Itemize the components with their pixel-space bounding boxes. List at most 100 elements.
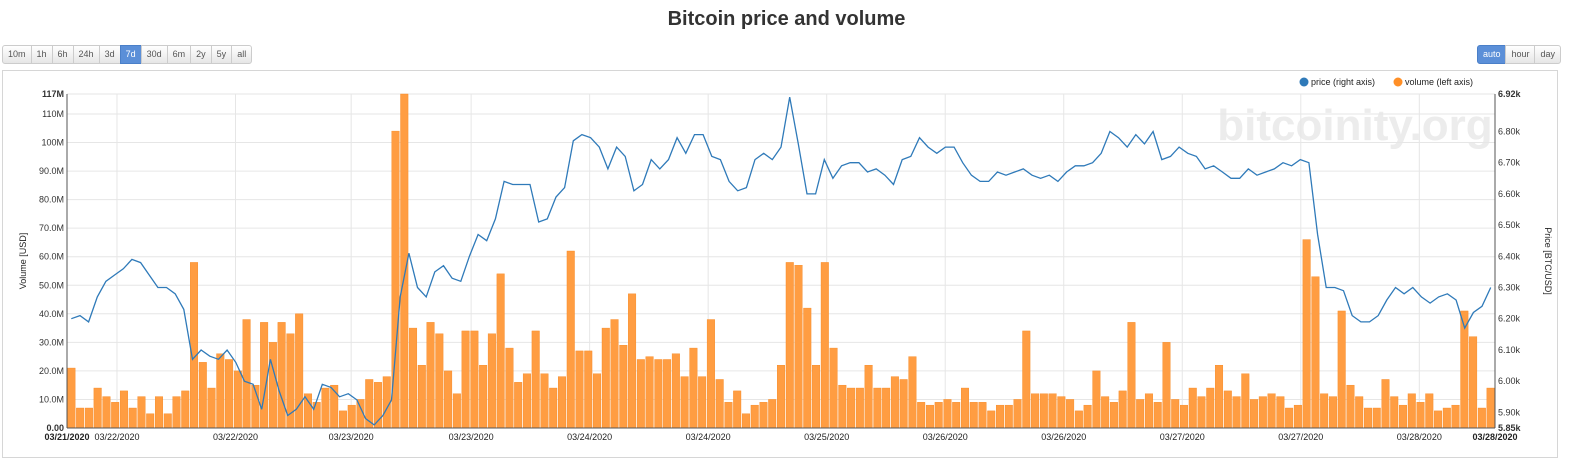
volume-bar bbox=[461, 330, 470, 429]
volume-bar bbox=[636, 359, 645, 429]
x-axis-tick-label: 03/23/2020 bbox=[449, 432, 494, 442]
volume-bar bbox=[303, 393, 312, 429]
volume-bar bbox=[1004, 404, 1013, 429]
x-axis-tick-label: 03/25/2020 bbox=[804, 432, 849, 442]
volume-bar bbox=[1127, 322, 1136, 429]
volume-bar bbox=[233, 370, 242, 429]
x-axis-tick-label: 03/26/2020 bbox=[1041, 432, 1086, 442]
right-axis-tick-label: 6.40k bbox=[1498, 251, 1521, 261]
range-button-3d[interactable]: 3d bbox=[98, 45, 121, 64]
volume-bar bbox=[1162, 342, 1171, 429]
volume-bar bbox=[1048, 393, 1057, 429]
volume-bar bbox=[1346, 384, 1355, 429]
left-axis-tick-label: 60.0M bbox=[39, 252, 64, 262]
x-axis-tick-label: 03/24/2020 bbox=[567, 432, 612, 442]
volume-bar bbox=[1311, 276, 1320, 429]
volume-bar bbox=[409, 327, 418, 429]
volume-bar bbox=[1083, 404, 1092, 429]
right-axis-tick-label: 5.85k bbox=[1498, 423, 1522, 433]
volume-bar bbox=[820, 262, 829, 429]
volume-bar bbox=[847, 387, 856, 429]
volume-bar bbox=[741, 413, 750, 429]
volume-bar bbox=[890, 376, 899, 429]
volume-bar bbox=[67, 367, 76, 429]
volume-bar bbox=[190, 262, 199, 429]
volume-bar bbox=[155, 396, 163, 429]
right-axis-tick-label: 6.50k bbox=[1498, 220, 1521, 230]
volume-bar bbox=[216, 353, 225, 429]
volume-bar bbox=[1416, 402, 1425, 429]
volume-bar bbox=[733, 390, 742, 429]
volume-bar bbox=[671, 353, 680, 429]
volume-bar bbox=[1355, 396, 1364, 429]
legend-price-marker bbox=[1299, 77, 1309, 87]
volume-bar bbox=[1092, 370, 1101, 429]
volume-bar bbox=[558, 376, 566, 429]
right-axis-tick-label: 6.30k bbox=[1498, 283, 1521, 293]
volume-bar bbox=[1109, 402, 1118, 429]
volume-bar bbox=[1074, 410, 1083, 429]
volume-bar bbox=[680, 376, 689, 429]
left-axis-tick-label: 40.0M bbox=[39, 309, 64, 319]
volume-bar bbox=[1469, 336, 1478, 429]
volume-bar bbox=[996, 404, 1004, 429]
volume-bar bbox=[479, 364, 488, 429]
range-button-6h[interactable]: 6h bbox=[51, 45, 74, 64]
volume-bar bbox=[452, 393, 461, 429]
left-axis-tick-label: 10.0M bbox=[39, 394, 64, 404]
volume-bar bbox=[1293, 404, 1302, 429]
volume-bar bbox=[601, 327, 610, 429]
volume-bar bbox=[882, 387, 891, 429]
x-axis-tick-label: 03/24/2020 bbox=[686, 432, 731, 442]
volume-bar bbox=[1066, 399, 1075, 429]
volume-bar bbox=[1136, 399, 1145, 429]
volume-bar bbox=[785, 262, 794, 429]
volume-bar bbox=[987, 410, 996, 429]
volume-bar bbox=[654, 359, 663, 429]
legend-price-label[interactable]: price (right axis) bbox=[1311, 77, 1375, 87]
volume-bar bbox=[1337, 310, 1346, 429]
volume-bar bbox=[838, 384, 847, 429]
volume-bar bbox=[540, 373, 549, 429]
volume-bar bbox=[172, 396, 181, 429]
price-line bbox=[71, 96, 1492, 426]
volume-bar bbox=[1197, 396, 1206, 429]
range-button-all[interactable]: all bbox=[231, 45, 253, 64]
volume-bar bbox=[1171, 399, 1180, 429]
volume-bar bbox=[119, 390, 128, 429]
resolution-button-group: auto hour day bbox=[1476, 45, 1561, 64]
volume-bar bbox=[338, 410, 347, 429]
left-axis-tick-label: 70.0M bbox=[39, 223, 64, 233]
range-button-30d[interactable]: 30d bbox=[140, 45, 168, 64]
x-axis-tick-label: 03/27/2020 bbox=[1278, 432, 1323, 442]
left-axis-tick-label: 50.0M bbox=[39, 280, 64, 290]
volume-bar bbox=[1250, 399, 1259, 429]
volume-bar bbox=[128, 407, 137, 429]
volume-bar bbox=[277, 322, 286, 429]
legend-volume-label[interactable]: volume (left axis) bbox=[1405, 77, 1473, 87]
volume-bar bbox=[382, 376, 391, 429]
volume-bar bbox=[1486, 387, 1495, 429]
volume-bar bbox=[470, 330, 479, 429]
resolution-button-auto[interactable]: auto bbox=[1476, 45, 1507, 64]
x-axis-tick-label: 03/28/2020 bbox=[1397, 432, 1442, 442]
volume-bar bbox=[225, 359, 234, 429]
left-axis-tick-label: 0.00 bbox=[46, 423, 64, 433]
volume-bar bbox=[960, 387, 969, 429]
volume-bar bbox=[1013, 399, 1022, 429]
chart-title: Bitcoin price and volume bbox=[667, 8, 906, 30]
volume-bar bbox=[514, 382, 523, 429]
volume-bar bbox=[803, 307, 812, 429]
volume-bar bbox=[1267, 393, 1276, 429]
left-axis-label: Volume [USD] bbox=[18, 233, 28, 290]
volume-bar bbox=[93, 387, 102, 429]
resolution-button-day[interactable]: day bbox=[1534, 45, 1561, 64]
volume-bar bbox=[575, 350, 584, 429]
volume-bar bbox=[417, 364, 426, 429]
volume-bar bbox=[181, 390, 190, 429]
volume-bar bbox=[584, 350, 593, 429]
volume-bar bbox=[566, 250, 575, 429]
volume-bar bbox=[593, 373, 602, 429]
volume-bar bbox=[969, 402, 978, 429]
volume-bar bbox=[1381, 379, 1390, 429]
